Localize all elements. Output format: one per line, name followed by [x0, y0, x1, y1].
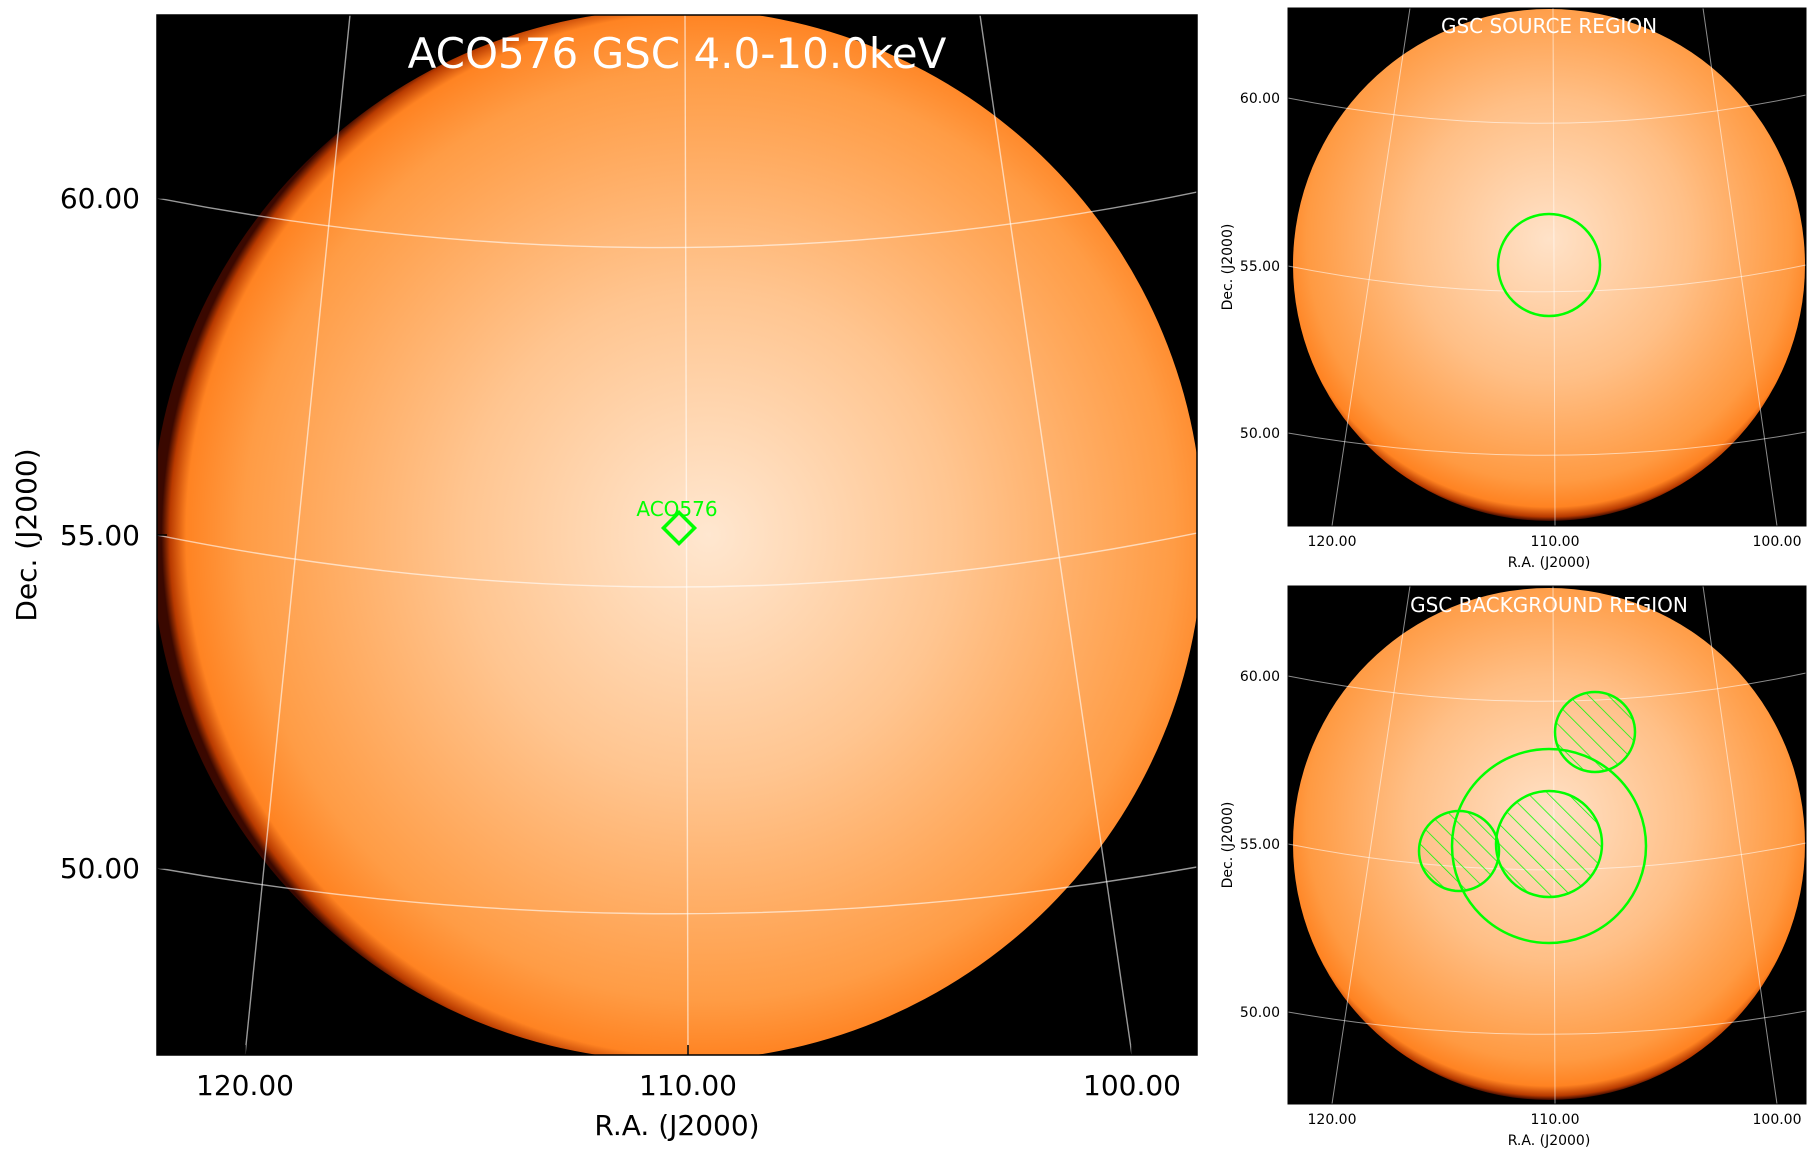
grid-dec-60	[157, 191, 1197, 249]
main-x-tick-110: 110.00	[639, 1069, 737, 1102]
grid-dec-50	[157, 866, 1197, 915]
grid-dec-60	[1288, 94, 1806, 124]
source-y-axis-label: Dec. (J2000)	[1220, 224, 1236, 311]
background-y-tick-60: 60.00	[1240, 669, 1280, 685]
exposure-disk	[1293, 9, 1805, 521]
grid-ra-100	[1702, 8, 1778, 526]
grid-dec-60	[1288, 672, 1806, 702]
plot-frame	[1287, 585, 1807, 1105]
grid-ra-120	[1331, 586, 1411, 1104]
source-y-tick-60: 60.00	[1240, 91, 1280, 107]
grid-ra-100	[1702, 586, 1778, 1104]
grid-ra-120	[244, 15, 351, 1055]
source-x-tick-110: 110.00	[1531, 534, 1580, 550]
main-x-tick-100: 100.00	[1083, 1069, 1181, 1102]
grid-dec-55	[1288, 264, 1806, 293]
main-x-axis-label: R.A. (J2000)	[594, 1109, 759, 1142]
main-sky-map-panel: ACO576 ACO576 GSC 4.0-10.0keV 120.00 110…	[10, 14, 1198, 1142]
source-region-map: GSC SOURCE REGION 120.00 110.00 100.00 6…	[1220, 7, 1807, 571]
source-x-tick-100: 100.00	[1753, 534, 1802, 550]
source-y-tick-55: 55.00	[1240, 259, 1280, 275]
background-y-axis-label: Dec. (J2000)	[1220, 802, 1236, 889]
main-title: ACO576 GSC 4.0-10.0keV	[408, 29, 947, 78]
source-panel-title: GSC SOURCE REGION	[1441, 14, 1657, 38]
background-x-tick-120: 120.00	[1308, 1112, 1357, 1128]
source-x-axis-label: R.A. (J2000)	[1508, 555, 1591, 571]
background-region-map: GSC BACKGROUND REGION 120.00 110.00 100.…	[1220, 585, 1807, 1149]
excluded-source-circle-upper-right[interactable]	[1553, 690, 1637, 774]
background-y-tick-50: 50.00	[1240, 1005, 1280, 1021]
background-panel-title: GSC BACKGROUND REGION	[1410, 593, 1688, 617]
background-region-panel: GSC BACKGROUND REGION 120.00 110.00 100.…	[1215, 580, 1815, 1156]
excluded-source-circle-center[interactable]	[1494, 789, 1604, 899]
background-x-tick-110: 110.00	[1531, 1112, 1580, 1128]
background-y-tick-55: 55.00	[1240, 837, 1280, 853]
source-marker-label: ACO576	[636, 497, 717, 521]
grid-dec-50	[1288, 431, 1806, 456]
source-region-circle[interactable]	[1496, 212, 1602, 318]
main-y-tick-55: 55.00	[60, 519, 140, 552]
grid-dec-55	[157, 532, 1197, 588]
background-x-axis-label: R.A. (J2000)	[1508, 1133, 1591, 1149]
plot-frame	[1287, 7, 1807, 527]
source-region-panel: GSC SOURCE REGION 120.00 110.00 100.00 6…	[1215, 0, 1815, 580]
main-x-tick-120: 120.00	[196, 1069, 294, 1102]
axis-ticks	[157, 197, 1133, 1055]
source-y-tick-50: 50.00	[1240, 426, 1280, 442]
grid-ra-120	[1331, 8, 1411, 526]
source-x-tick-120: 120.00	[1308, 534, 1357, 550]
main-y-tick-60: 60.00	[60, 182, 140, 215]
grid-ra-110	[1552, 8, 1556, 526]
background-x-tick-100: 100.00	[1753, 1112, 1802, 1128]
main-sky-map: ACO576 ACO576 GSC 4.0-10.0keV 120.00 110…	[10, 14, 1198, 1142]
main-y-axis-label: Dec. (J2000)	[10, 448, 43, 621]
excluded-source-circle-left[interactable]	[1417, 809, 1501, 893]
grid-dec-50	[1288, 1010, 1806, 1035]
exposure-disk	[157, 15, 1197, 1055]
main-y-tick-50: 50.00	[60, 852, 140, 885]
source-marker-diamond[interactable]	[660, 509, 698, 547]
grid-ra-100	[979, 15, 1133, 1055]
plot-frame	[156, 14, 1198, 1056]
